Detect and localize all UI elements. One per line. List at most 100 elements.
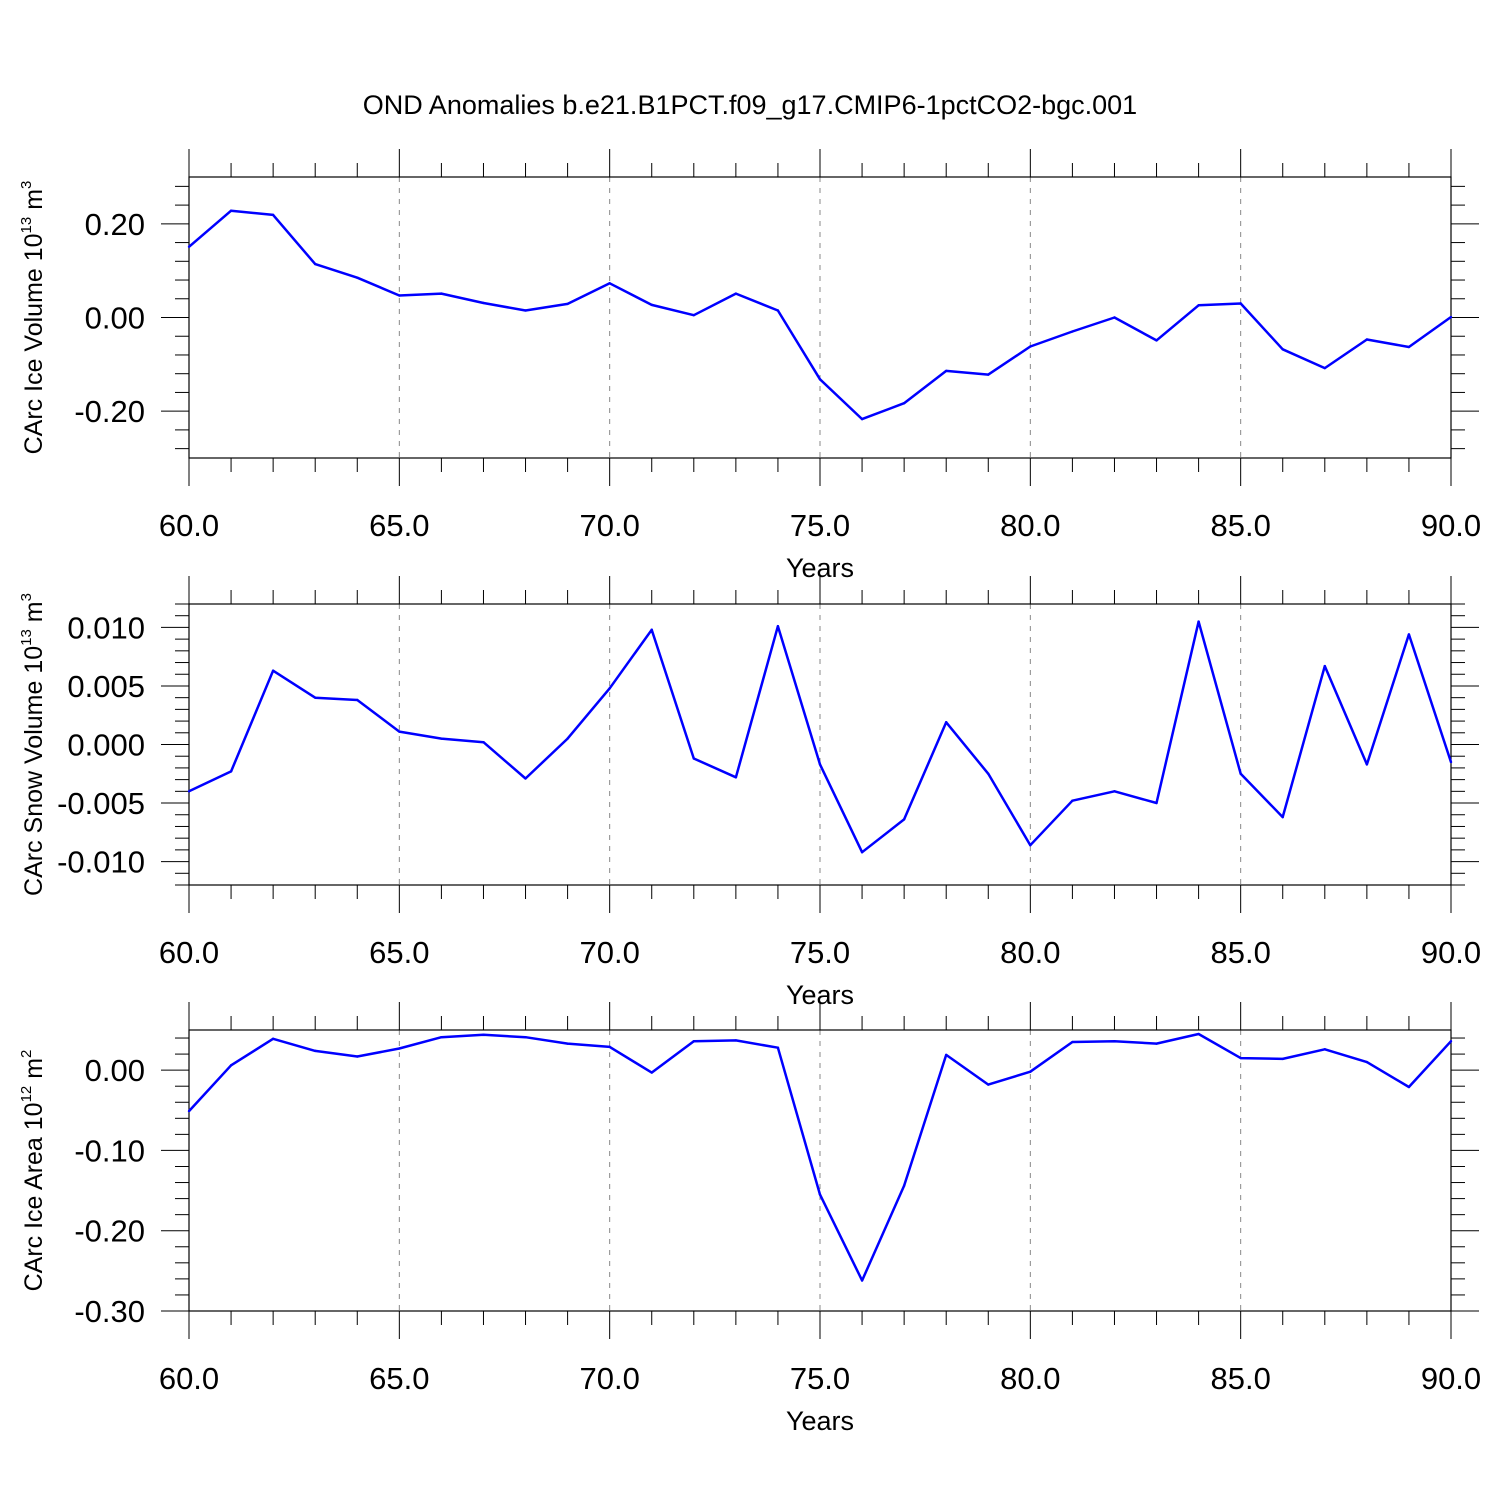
panel-2-data-point bbox=[1155, 801, 1158, 805]
panel-3-ytick-label: 0.00 bbox=[85, 1053, 145, 1088]
panel-3-data-point bbox=[734, 1039, 738, 1042]
panel-2-data-point bbox=[608, 687, 611, 690]
panel-1-plot-frame bbox=[188, 176, 1452, 459]
panel-2-ytick-label: 0.010 bbox=[67, 610, 145, 645]
panel-1-data-point bbox=[356, 276, 359, 279]
chart-panels: 60.0 65.0 70.0 75.0 80.0 85.0 90.0 -0.20 0.00 0.2… bbox=[18, 149, 1481, 1436]
panel-3-ytick-label: -0.30 bbox=[74, 1294, 145, 1329]
panel-1-ytick-label: 0.20 bbox=[85, 207, 145, 242]
panel-2-data-point bbox=[524, 777, 527, 780]
panel-1-xtick-label: 70.0 bbox=[579, 508, 639, 543]
panel-1-data-point bbox=[860, 417, 864, 421]
panel-2-data-point bbox=[1113, 790, 1116, 793]
panel-2-data-point bbox=[314, 696, 317, 699]
panel-1-y-axis-label: CArc Ice Volume 1013 m3 bbox=[18, 181, 48, 455]
panel-2-ytick-label: 0.000 bbox=[67, 728, 145, 763]
panel-2-data-point bbox=[187, 790, 191, 793]
panel-3-data-point bbox=[229, 1064, 233, 1067]
panel-1-data-point bbox=[945, 369, 948, 373]
panel-1-data-point bbox=[818, 378, 822, 381]
panel-2-data-point bbox=[1071, 799, 1074, 802]
panel-3-xtick-label: 60.0 bbox=[159, 1361, 219, 1396]
panel-2-data-point bbox=[818, 763, 822, 766]
panel-2-xtick-label: 70.0 bbox=[579, 935, 639, 970]
panel-1-data-point bbox=[1113, 316, 1116, 319]
panel-1-data-point bbox=[566, 302, 569, 306]
panel-1-xtick-label: 65.0 bbox=[369, 508, 429, 543]
panel-3-y-axis-label-unit-exp: 2 bbox=[18, 1050, 35, 1058]
panel-1-data-point bbox=[229, 209, 233, 212]
panel-3-data-point bbox=[987, 1083, 990, 1086]
panel-3-data-point bbox=[1239, 1056, 1242, 1060]
panel-3-data-point bbox=[440, 1036, 443, 1039]
panel-3-data-point bbox=[1197, 1032, 1200, 1036]
panel-1-data-point bbox=[524, 309, 527, 312]
panel-3-data-point bbox=[776, 1046, 780, 1049]
panel-1-data-point bbox=[1449, 315, 1453, 319]
panel-2-y-axis-label-unit-exp: 3 bbox=[18, 593, 35, 601]
panel-3-data-point bbox=[566, 1042, 569, 1045]
panel-1-data-point bbox=[1323, 366, 1327, 370]
panel-1-y-axis-label-exp: 13 bbox=[18, 217, 35, 234]
panel-2-data-point bbox=[271, 669, 275, 672]
panel-2-y-axis-label-text: CArc Snow Volume 10 bbox=[20, 646, 48, 896]
panel-1-data-point bbox=[271, 213, 275, 217]
panel-1-y-axis-label-text: CArc Ice Volume 10 bbox=[20, 233, 48, 454]
panel-1-data-point bbox=[1407, 345, 1411, 349]
panel-2-data-point bbox=[440, 737, 443, 740]
panel-1-xtick-label: 75.0 bbox=[790, 508, 850, 543]
panel-2-data-point bbox=[776, 625, 780, 628]
panel-1-xtick-label: 60.0 bbox=[159, 508, 219, 543]
panel-2-data-point bbox=[482, 740, 485, 744]
panel-1-data-point bbox=[776, 309, 780, 312]
panel-1-data-point bbox=[314, 262, 317, 266]
panel-2-xtick-label: 90.0 bbox=[1421, 935, 1481, 970]
panel-2-data-point bbox=[1239, 772, 1242, 775]
panel-3-data-point bbox=[692, 1040, 695, 1043]
panel-1-data-point bbox=[1029, 345, 1032, 348]
panel-1-data-point bbox=[1155, 339, 1158, 342]
panel-3-data-point bbox=[1281, 1057, 1284, 1061]
panel-1-data-point bbox=[398, 294, 401, 297]
panel-2-data-point bbox=[945, 721, 948, 724]
panel-1-data-point bbox=[902, 402, 906, 405]
panel-3-xtick-label: 90.0 bbox=[1421, 1361, 1481, 1396]
panel-2-ytick-label: -0.005 bbox=[57, 786, 145, 821]
panel-3-data-point bbox=[650, 1071, 653, 1074]
panel-2-xtick-label: 80.0 bbox=[1000, 935, 1060, 970]
panel-2-data-point bbox=[734, 776, 738, 779]
panel-1-data-point bbox=[1365, 338, 1369, 341]
panel-3-data-point bbox=[482, 1033, 485, 1037]
chart-panel-3: 60.0 65.0 70.0 75.0 80.0 85.0 90.0 -0.30 -0.20 -0… bbox=[18, 1002, 1481, 1436]
chart-panel-1: 60.0 65.0 70.0 75.0 80.0 85.0 90.0 -0.20 0.00 0.2… bbox=[18, 149, 1481, 583]
panel-3-y-axis-label-unit: m bbox=[20, 1058, 48, 1086]
panel-3-plot-frame bbox=[188, 1029, 1452, 1312]
panel-3-y-axis-label: CArc Ice Area 1012 m2 bbox=[18, 1050, 48, 1292]
panel-2-data-point bbox=[1323, 664, 1327, 668]
panel-2-data-point bbox=[566, 737, 569, 740]
panel-3-data-point bbox=[314, 1049, 317, 1053]
panel-1-y-axis-label-unit-exp: 3 bbox=[18, 181, 35, 189]
panel-3-data-point bbox=[902, 1184, 906, 1187]
chart-panel-2: 60.0 65.0 70.0 75.0 80.0 85.0 90.0 -0.010 -0.005… bbox=[18, 576, 1481, 1010]
panel-3-data-point bbox=[271, 1037, 275, 1041]
panel-3-data-point bbox=[860, 1279, 864, 1282]
panel-1-data-point bbox=[440, 292, 443, 295]
panel-1-data-point bbox=[482, 301, 485, 305]
panel-2-data-point bbox=[860, 851, 864, 854]
panel-1-data-point bbox=[1239, 302, 1242, 305]
panel-2-xtick-label: 75.0 bbox=[790, 935, 850, 970]
panel-2-xtick-label: 65.0 bbox=[369, 935, 429, 970]
panel-2-data-point bbox=[692, 757, 695, 760]
panel-3-data-point bbox=[398, 1047, 401, 1050]
panel-3-y-axis-label-text: CArc Ice Area 10 bbox=[20, 1102, 48, 1291]
panel-3-data-point bbox=[1407, 1085, 1411, 1089]
panel-3-xtick-label: 70.0 bbox=[579, 1361, 639, 1396]
panel-1-ytick-label: -0.20 bbox=[74, 394, 145, 429]
panel-1-data-point bbox=[734, 292, 738, 295]
panel-2-y-axis-label-unit: m bbox=[20, 601, 48, 629]
panel-3-data-point bbox=[1365, 1060, 1369, 1064]
panel-1-data-point bbox=[187, 245, 191, 248]
panel-2-data-point bbox=[1281, 815, 1284, 819]
